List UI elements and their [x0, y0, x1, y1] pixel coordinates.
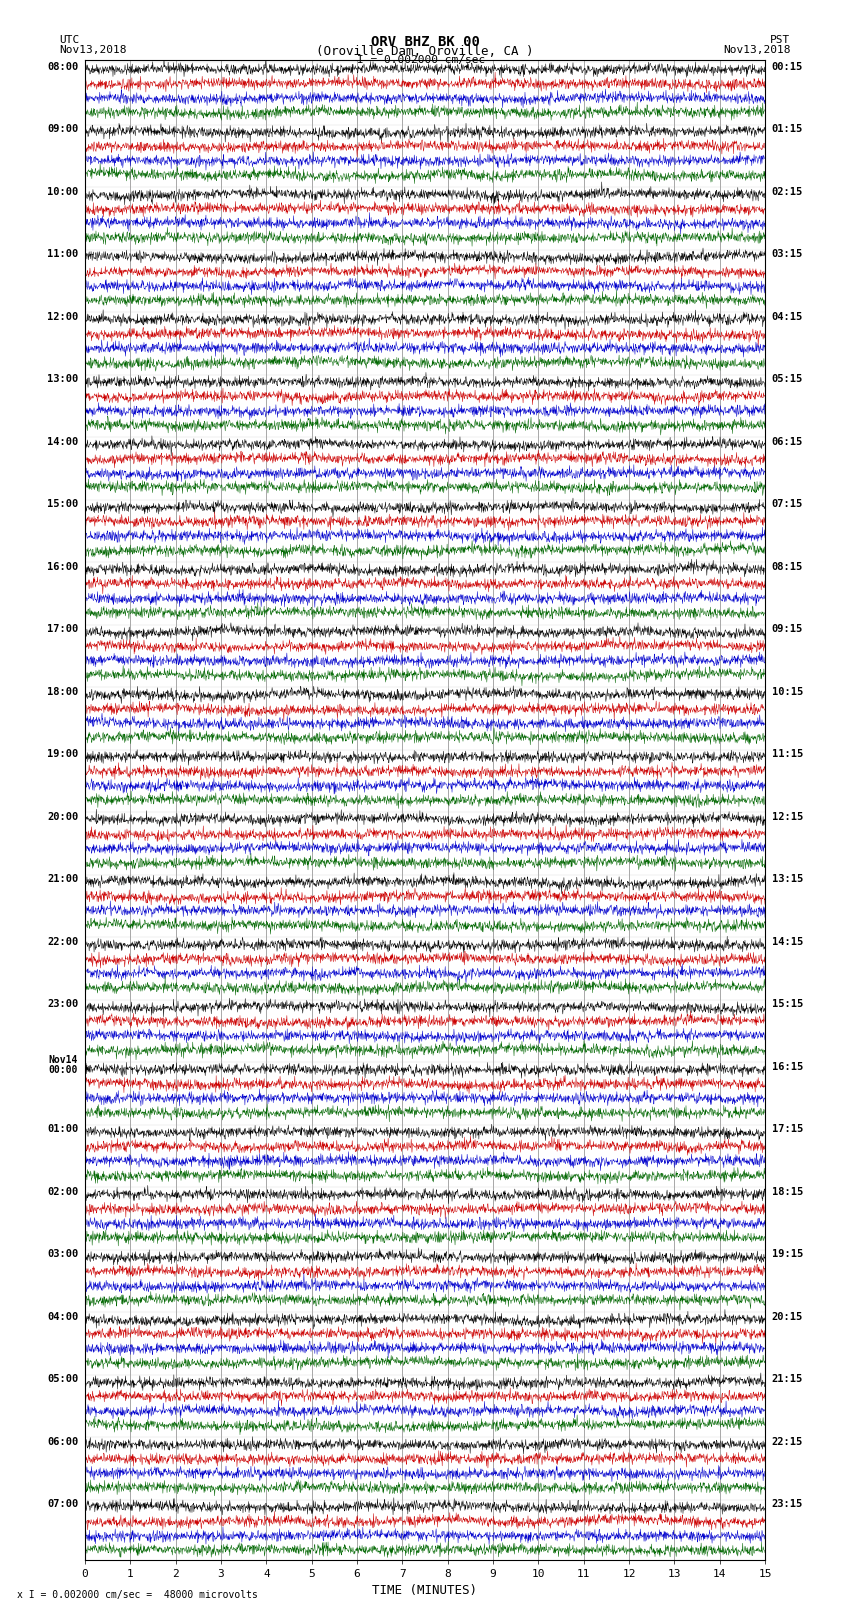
Text: 17:15: 17:15: [772, 1124, 803, 1134]
Text: 15:00: 15:00: [47, 498, 78, 510]
Text: 08:00: 08:00: [47, 61, 78, 71]
X-axis label: TIME (MINUTES): TIME (MINUTES): [372, 1584, 478, 1597]
Text: 15:15: 15:15: [772, 998, 803, 1010]
Text: x I = 0.002000 cm/sec =  48000 microvolts: x I = 0.002000 cm/sec = 48000 microvolts: [17, 1590, 258, 1600]
Text: PST: PST: [770, 35, 790, 45]
Text: 09:15: 09:15: [772, 624, 803, 634]
Text: 00:00: 00:00: [48, 1065, 78, 1076]
Text: 10:15: 10:15: [772, 687, 803, 697]
Text: 04:15: 04:15: [772, 311, 803, 321]
Text: 14:15: 14:15: [772, 937, 803, 947]
Text: 23:15: 23:15: [772, 1498, 803, 1510]
Text: 22:15: 22:15: [772, 1437, 803, 1447]
Text: (Oroville Dam, Oroville, CA ): (Oroville Dam, Oroville, CA ): [316, 45, 534, 58]
Text: 01:00: 01:00: [47, 1124, 78, 1134]
Text: 03:00: 03:00: [47, 1248, 78, 1260]
Text: 09:00: 09:00: [47, 124, 78, 134]
Text: 18:00: 18:00: [47, 687, 78, 697]
Text: 16:00: 16:00: [47, 561, 78, 571]
Text: Nov13,2018: Nov13,2018: [723, 45, 791, 55]
Text: 08:15: 08:15: [772, 561, 803, 571]
Text: 10:00: 10:00: [47, 187, 78, 197]
Text: 20:15: 20:15: [772, 1311, 803, 1321]
Text: 11:00: 11:00: [47, 248, 78, 260]
Text: 11:15: 11:15: [772, 748, 803, 760]
Text: 16:15: 16:15: [772, 1061, 803, 1071]
Text: I = 0.002000 cm/sec: I = 0.002000 cm/sec: [357, 55, 485, 65]
Text: Nov13,2018: Nov13,2018: [60, 45, 127, 55]
Text: 13:15: 13:15: [772, 874, 803, 884]
Text: 00:15: 00:15: [772, 61, 803, 71]
Text: 02:15: 02:15: [772, 187, 803, 197]
Text: 19:00: 19:00: [47, 748, 78, 760]
Text: UTC: UTC: [60, 35, 80, 45]
Text: 02:00: 02:00: [47, 1187, 78, 1197]
Text: 23:00: 23:00: [47, 998, 78, 1010]
Text: 05:00: 05:00: [47, 1374, 78, 1384]
Text: 01:15: 01:15: [772, 124, 803, 134]
Text: 12:00: 12:00: [47, 311, 78, 321]
Text: Nov14: Nov14: [48, 1055, 78, 1065]
Text: 19:15: 19:15: [772, 1248, 803, 1260]
Text: 22:00: 22:00: [47, 937, 78, 947]
Text: 14:00: 14:00: [47, 437, 78, 447]
Text: 21:15: 21:15: [772, 1374, 803, 1384]
Text: 06:00: 06:00: [47, 1437, 78, 1447]
Text: 18:15: 18:15: [772, 1187, 803, 1197]
Text: 20:00: 20:00: [47, 811, 78, 821]
Text: 12:15: 12:15: [772, 811, 803, 821]
Text: 04:00: 04:00: [47, 1311, 78, 1321]
Text: 03:15: 03:15: [772, 248, 803, 260]
Text: 17:00: 17:00: [47, 624, 78, 634]
Text: 13:00: 13:00: [47, 374, 78, 384]
Text: 05:15: 05:15: [772, 374, 803, 384]
Text: 21:00: 21:00: [47, 874, 78, 884]
Text: ORV BHZ BK 00: ORV BHZ BK 00: [371, 35, 479, 50]
Text: 06:15: 06:15: [772, 437, 803, 447]
Text: 07:00: 07:00: [47, 1498, 78, 1510]
Text: 07:15: 07:15: [772, 498, 803, 510]
